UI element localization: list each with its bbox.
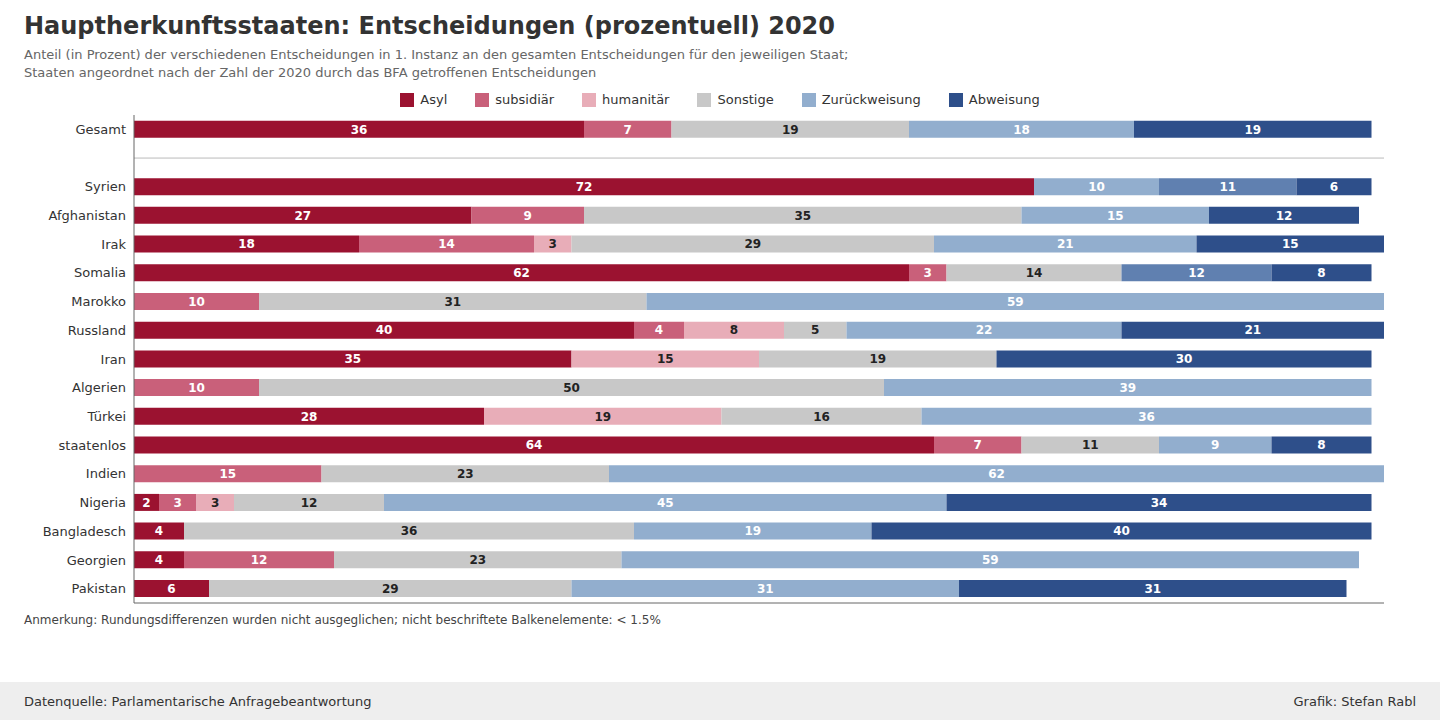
svg-text:12: 12 — [1276, 209, 1293, 223]
svg-text:18: 18 — [238, 237, 255, 251]
html-text:Grafik: Stefan Rabl: Grafik: Stefan Rabl — [1293, 693, 1416, 709]
svg-text:59: 59 — [982, 553, 999, 567]
svg-text:21: 21 — [1244, 323, 1261, 337]
svg-text:21: 21 — [1057, 237, 1074, 251]
svg-text:8: 8 — [1317, 266, 1325, 280]
svg-text:35: 35 — [344, 352, 361, 366]
svg-text:62: 62 — [513, 266, 530, 280]
svg-text:36: 36 — [401, 524, 418, 538]
svg-text:Georgien: Georgien — [67, 553, 126, 568]
html-text:Zurückweisung: Zurückweisung — [821, 92, 921, 107]
svg-text:15: 15 — [657, 352, 674, 366]
svg-text:29: 29 — [744, 237, 761, 251]
svg-text:19: 19 — [594, 410, 611, 424]
svg-text:Indien: Indien — [86, 466, 126, 481]
svg-text:40: 40 — [1113, 524, 1130, 538]
html-text:Hauptherkunftsstaaten: Entsche: Hauptherkunftsstaaten: Entscheidungen (p… — [24, 12, 835, 40]
html-text:subsidiär: subsidiär — [495, 92, 555, 107]
svg-text:31: 31 — [1144, 582, 1161, 596]
svg-text:29: 29 — [382, 582, 399, 596]
svg-text:35: 35 — [794, 209, 811, 223]
svg-text:39: 39 — [1119, 381, 1136, 395]
svg-text:Bangladesch: Bangladesch — [43, 524, 126, 539]
svg-text:9: 9 — [524, 209, 532, 223]
svg-text:Iran: Iran — [101, 352, 126, 367]
svg-text:12: 12 — [1188, 266, 1205, 280]
svg-text:15: 15 — [1107, 209, 1124, 223]
svg-text:8: 8 — [1317, 438, 1325, 452]
svg-text:6: 6 — [167, 582, 175, 596]
svg-text:10: 10 — [188, 295, 205, 309]
svg-text:3: 3 — [924, 266, 932, 280]
svg-text:59: 59 — [1007, 295, 1024, 309]
svg-text:3: 3 — [174, 496, 182, 510]
svg-text:62: 62 — [988, 467, 1005, 481]
svg-text:7: 7 — [624, 123, 632, 137]
svg-text:64: 64 — [526, 438, 543, 452]
html-text:Anmerkung: Rundungsdifferenzen: Anmerkung: Rundungsdifferenzen wurden ni… — [24, 613, 661, 627]
svg-text:10: 10 — [188, 381, 205, 395]
svg-text:3: 3 — [549, 237, 557, 251]
svg-text:Syrien: Syrien — [85, 179, 126, 194]
svg-text:6: 6 — [1330, 180, 1338, 194]
svg-text:Türkei: Türkei — [87, 409, 126, 424]
html-text:Sonstige: Sonstige — [717, 92, 774, 107]
svg-text:Gesamt: Gesamt — [75, 122, 126, 137]
svg-text:Somalia: Somalia — [74, 265, 126, 280]
svg-text:19: 19 — [782, 123, 799, 137]
svg-text:19: 19 — [869, 352, 886, 366]
svg-text:Algerien: Algerien — [72, 380, 126, 395]
svg-text:4: 4 — [155, 524, 163, 538]
svg-text:11: 11 — [1219, 180, 1236, 194]
svg-text:31: 31 — [757, 582, 774, 596]
svg-text:31: 31 — [444, 295, 461, 309]
svg-text:14: 14 — [1026, 266, 1043, 280]
svg-text:10: 10 — [1088, 180, 1105, 194]
svg-text:23: 23 — [469, 553, 486, 567]
svg-text:Pakistan: Pakistan — [72, 581, 126, 596]
svg-text:9: 9 — [1211, 438, 1219, 452]
svg-text:12: 12 — [251, 553, 268, 567]
svg-text:27: 27 — [294, 209, 311, 223]
svg-text:22: 22 — [976, 323, 993, 337]
svg-text:14: 14 — [438, 237, 455, 251]
svg-text:72: 72 — [576, 180, 593, 194]
svg-text:Irak: Irak — [101, 237, 126, 252]
svg-text:2: 2 — [142, 496, 150, 510]
svg-text:15: 15 — [1282, 237, 1299, 251]
svg-text:19: 19 — [1244, 123, 1261, 137]
svg-text:36: 36 — [351, 123, 368, 137]
html-text:Abweisung: Abweisung — [968, 92, 1040, 107]
html-text:Datenquelle: Parlamentarische: Datenquelle: Parlamentarische Anfragebea… — [24, 693, 372, 709]
svg-text:16: 16 — [813, 410, 830, 424]
svg-text:Nigeria: Nigeria — [79, 495, 126, 510]
svg-text:36: 36 — [1138, 410, 1155, 424]
svg-text:23: 23 — [457, 467, 474, 481]
svg-text:7: 7 — [974, 438, 982, 452]
svg-text:5: 5 — [811, 323, 819, 337]
html-text:Asyl: Asyl — [420, 92, 448, 107]
svg-text:12: 12 — [301, 496, 318, 510]
svg-text:30: 30 — [1176, 352, 1193, 366]
svg-text:4: 4 — [155, 553, 163, 567]
svg-text:staatenlos: staatenlos — [59, 438, 127, 453]
html-text:Staaten angeordnet nach der Za: Staaten angeordnet nach der Zahl der 202… — [24, 65, 597, 80]
svg-text:40: 40 — [376, 323, 393, 337]
svg-text:28: 28 — [301, 410, 318, 424]
svg-text:18: 18 — [1013, 123, 1030, 137]
svg-text:50: 50 — [563, 381, 580, 395]
html-text:humanitär: humanitär — [602, 92, 670, 107]
svg-text:Afghanistan: Afghanistan — [49, 208, 126, 223]
html-text:Anteil (in Prozent) der versch: Anteil (in Prozent) der verschiedenen En… — [24, 47, 849, 62]
svg-text:19: 19 — [744, 524, 761, 538]
svg-text:8: 8 — [730, 323, 738, 337]
svg-text:3: 3 — [211, 496, 219, 510]
svg-text:4: 4 — [655, 323, 663, 337]
svg-text:34: 34 — [1151, 496, 1168, 510]
svg-text:45: 45 — [657, 496, 674, 510]
svg-text:15: 15 — [219, 467, 236, 481]
svg-text:11: 11 — [1082, 438, 1099, 452]
svg-text:Russland: Russland — [68, 323, 126, 338]
svg-text:Marokko: Marokko — [71, 294, 126, 309]
